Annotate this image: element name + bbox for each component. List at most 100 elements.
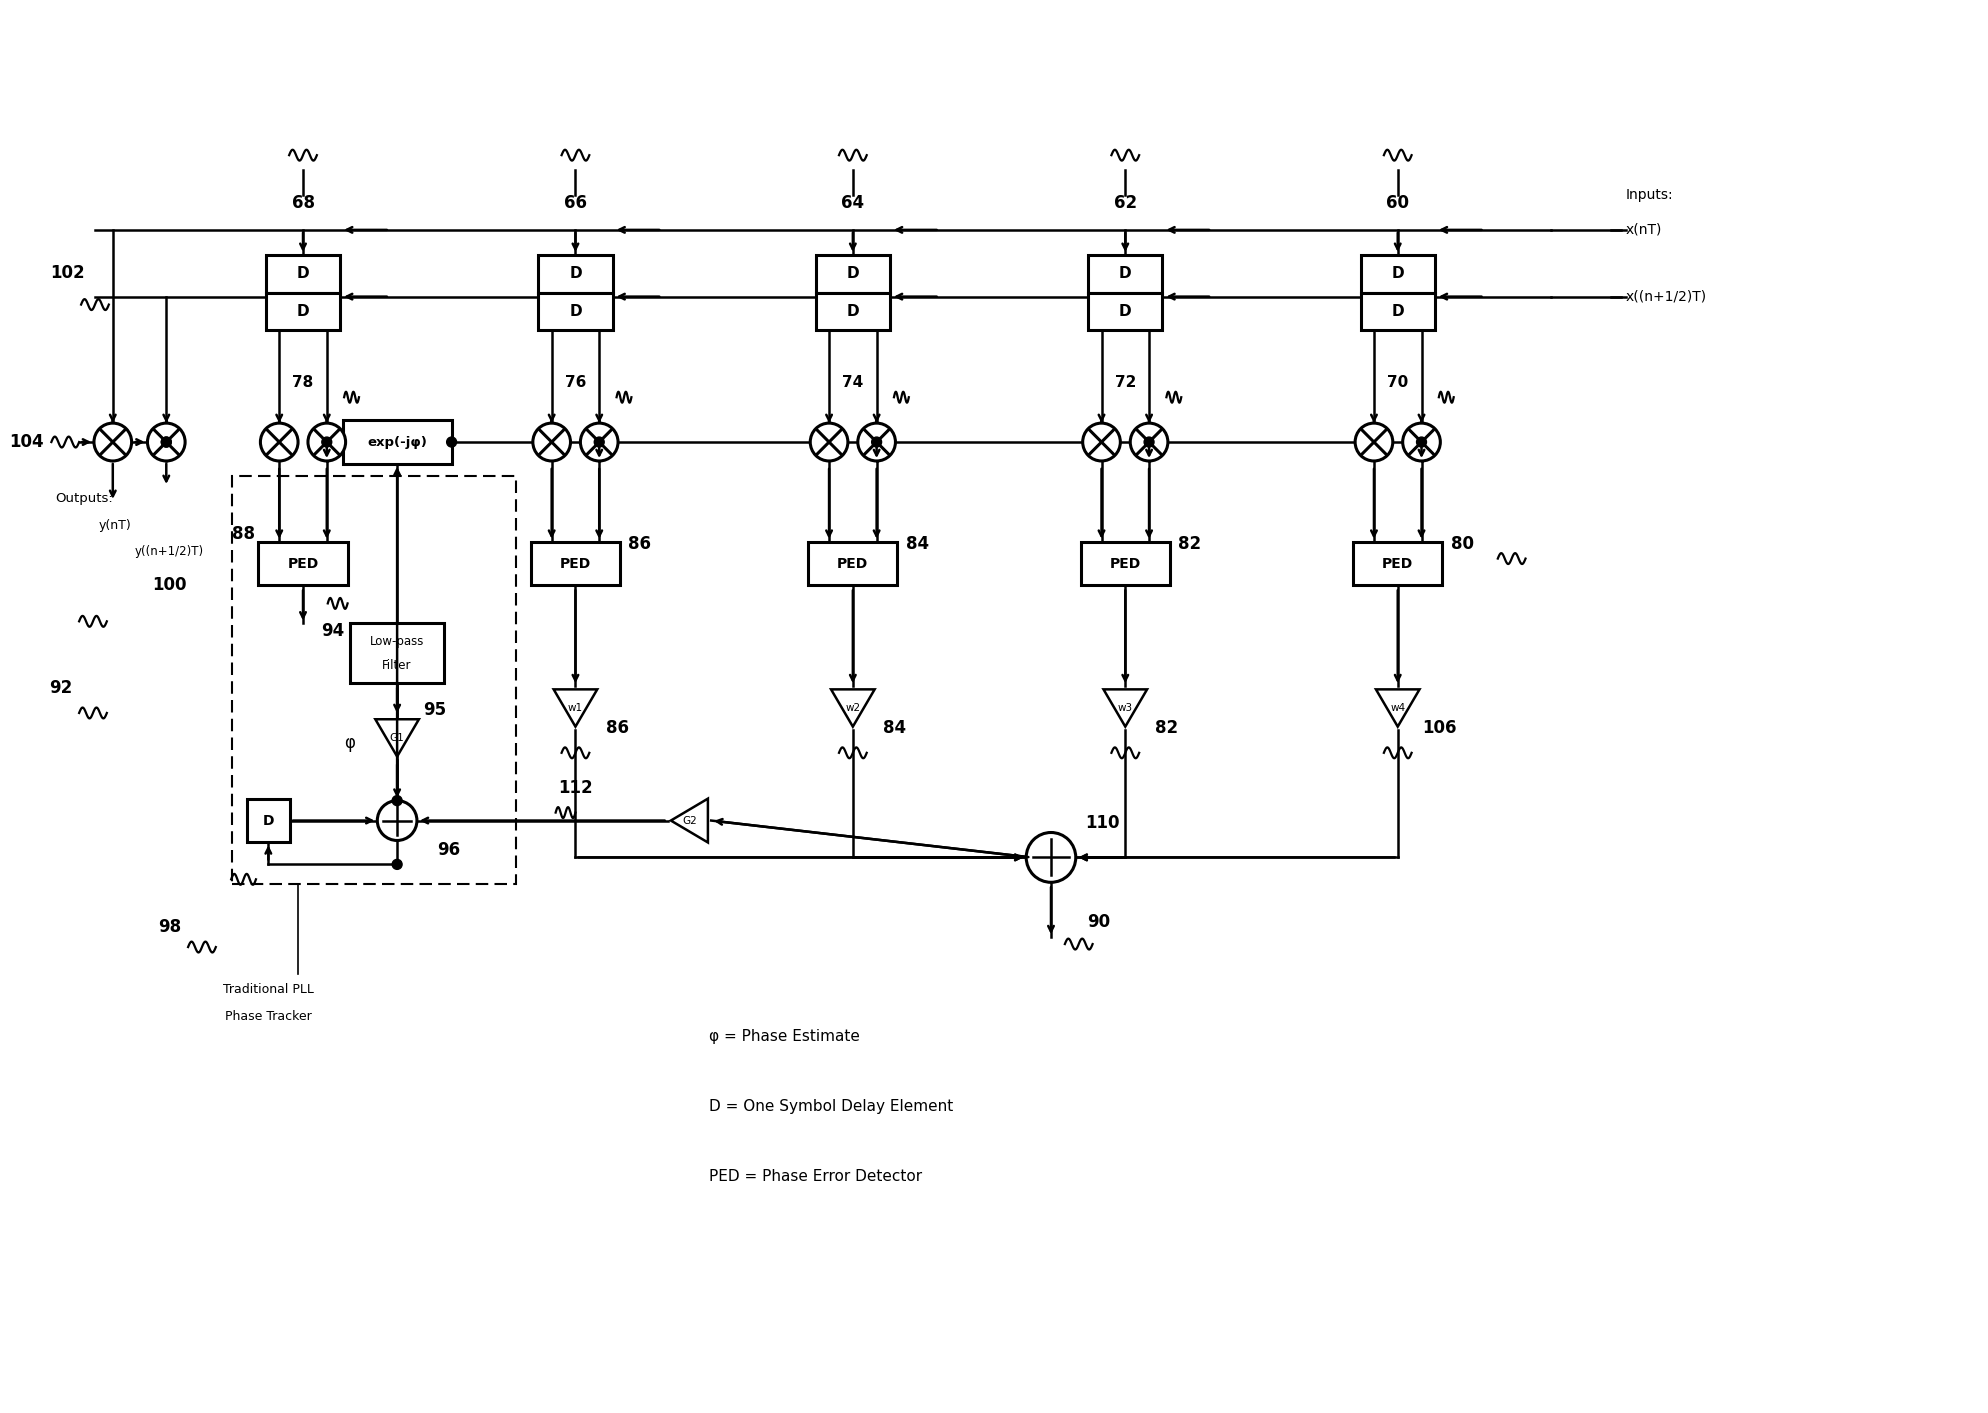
Text: 76: 76 (565, 374, 586, 390)
Text: 82: 82 (1155, 719, 1179, 738)
Circle shape (811, 422, 849, 461)
Text: 70: 70 (1388, 374, 1408, 390)
Text: D: D (1392, 304, 1404, 319)
Text: 86: 86 (606, 719, 628, 738)
Text: 100: 100 (151, 577, 187, 595)
Text: 94: 94 (322, 622, 344, 640)
Text: 98: 98 (157, 918, 181, 937)
Circle shape (871, 437, 881, 447)
Text: 106: 106 (1421, 719, 1457, 738)
Circle shape (857, 422, 895, 461)
Text: φ = Phase Estimate: φ = Phase Estimate (710, 1029, 861, 1044)
Text: PED: PED (1109, 557, 1141, 571)
Bar (809, 541, 897, 585)
Text: D: D (296, 266, 310, 281)
Polygon shape (1103, 690, 1147, 726)
Text: 62: 62 (1113, 194, 1137, 212)
Bar (1360, 292, 1435, 331)
Text: x(nT): x(nT) (1626, 223, 1662, 237)
Circle shape (1356, 422, 1394, 461)
Text: 96: 96 (437, 841, 459, 859)
Polygon shape (553, 690, 596, 726)
Text: y((n+1/2)T): y((n+1/2)T) (135, 545, 205, 558)
Text: D: D (1119, 304, 1131, 319)
Text: D: D (1392, 266, 1404, 281)
Circle shape (392, 859, 402, 869)
Text: PED: PED (288, 557, 318, 571)
Circle shape (447, 437, 457, 447)
Text: 60: 60 (1386, 194, 1409, 212)
Text: 74: 74 (843, 374, 863, 390)
Bar (266, 292, 340, 331)
Circle shape (1083, 422, 1121, 461)
Text: 72: 72 (1115, 374, 1135, 390)
Circle shape (93, 422, 131, 461)
Bar (815, 292, 891, 331)
Polygon shape (376, 719, 419, 756)
Text: φ: φ (344, 733, 356, 752)
Circle shape (1131, 422, 1167, 461)
Circle shape (260, 422, 298, 461)
Text: 82: 82 (1179, 534, 1201, 552)
Bar (1087, 254, 1163, 292)
Text: D: D (569, 304, 582, 319)
Bar (531, 541, 620, 585)
Circle shape (392, 796, 402, 805)
Text: G1: G1 (390, 733, 404, 743)
Text: PED: PED (1382, 557, 1413, 571)
Bar (539, 292, 612, 331)
Text: D: D (847, 304, 859, 319)
Text: y(nT): y(nT) (97, 519, 131, 533)
Text: 92: 92 (48, 680, 72, 697)
Bar (258, 541, 348, 585)
Text: PED = Phase Error Detector: PED = Phase Error Detector (710, 1169, 922, 1184)
Circle shape (580, 422, 618, 461)
Circle shape (161, 437, 171, 447)
Text: 78: 78 (292, 374, 314, 390)
Circle shape (1404, 422, 1441, 461)
Bar (233, 476, 517, 885)
Text: 110: 110 (1085, 814, 1119, 831)
Text: Phase Tracker: Phase Tracker (225, 1010, 312, 1023)
Bar (1360, 254, 1435, 292)
Text: 64: 64 (841, 194, 865, 212)
Bar (247, 798, 290, 842)
Circle shape (594, 437, 604, 447)
Text: 84: 84 (883, 719, 907, 738)
Text: Traditional PLL: Traditional PLL (223, 983, 314, 996)
Circle shape (1145, 437, 1153, 447)
Circle shape (161, 437, 171, 447)
Text: D: D (296, 304, 310, 319)
Text: w4: w4 (1390, 704, 1406, 714)
Text: 86: 86 (628, 534, 652, 552)
Circle shape (1417, 437, 1427, 447)
Text: 88: 88 (233, 524, 254, 543)
Circle shape (378, 801, 417, 841)
Text: 80: 80 (1451, 534, 1473, 552)
Text: D: D (847, 266, 859, 281)
Text: D: D (569, 266, 582, 281)
Text: w1: w1 (569, 704, 582, 714)
Text: Low-pass: Low-pass (370, 634, 423, 647)
Bar (815, 254, 891, 292)
Text: 66: 66 (565, 194, 586, 212)
Text: 112: 112 (559, 779, 592, 797)
Text: 90: 90 (1087, 913, 1109, 931)
Text: 95: 95 (423, 701, 447, 719)
Bar (266, 254, 340, 292)
Bar (1081, 541, 1169, 585)
Circle shape (147, 422, 185, 461)
Circle shape (1026, 832, 1076, 882)
Text: Inputs:: Inputs: (1626, 188, 1674, 202)
Text: D = One Symbol Delay Element: D = One Symbol Delay Element (710, 1099, 954, 1113)
Text: w2: w2 (845, 704, 861, 714)
Polygon shape (670, 798, 708, 842)
Circle shape (308, 422, 346, 461)
Bar (342, 420, 451, 463)
Bar (350, 623, 443, 682)
Polygon shape (1376, 690, 1419, 726)
Text: D: D (1119, 266, 1131, 281)
Text: 102: 102 (50, 264, 85, 281)
Bar (539, 254, 612, 292)
Text: Filter: Filter (382, 658, 412, 671)
